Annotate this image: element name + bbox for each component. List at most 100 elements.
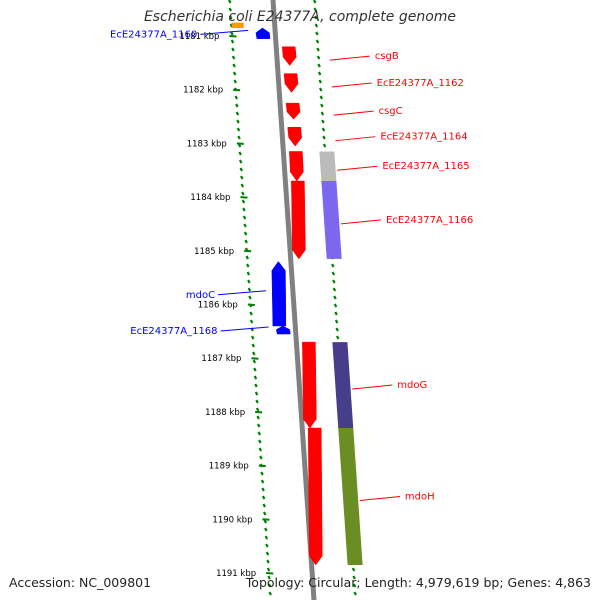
gc-tick	[258, 439, 262, 444]
grey-feature-bar	[319, 151, 337, 181]
gc-tick	[236, 127, 241, 132]
gc-tick	[332, 287, 337, 292]
gc-tick	[235, 111, 240, 116]
gc-tick	[256, 423, 261, 428]
gc-tick	[322, 135, 326, 140]
gc-tick	[255, 399, 259, 404]
gene-label-EcE24377A_1164[interactable]: EcE24377A_1164	[380, 132, 467, 143]
gene-arrow-csgB[interactable]	[281, 46, 297, 66]
gc-tick	[261, 487, 265, 492]
gene-arrow-csgC[interactable]	[285, 102, 301, 120]
gc-tick	[318, 79, 322, 84]
gc-tick	[261, 495, 266, 500]
gene-label-csgB[interactable]: csgB	[375, 51, 399, 62]
gc-tick	[254, 391, 259, 396]
gene-arrow-mdoC[interactable]	[271, 261, 287, 327]
purple-feature-bar	[321, 180, 342, 259]
scale-tick	[233, 88, 241, 92]
scale-tick	[255, 410, 263, 414]
gc-tick	[240, 175, 244, 180]
gene-label-EcE24377A_1162[interactable]: EcE24377A_1162	[377, 78, 464, 89]
gc-tick	[249, 311, 253, 316]
gc-tick	[332, 279, 336, 284]
callout-line	[218, 290, 267, 296]
gene-arrow-EcE24377A_1164[interactable]	[287, 127, 302, 147]
scale-tick	[247, 303, 255, 306]
gene-label-EcE24377A_1160[interactable]: EcE24377A_1160	[110, 29, 197, 40]
scale-label: 1189 kbp	[209, 462, 249, 472]
gc-tick	[251, 343, 255, 348]
gc-tick	[316, 55, 321, 60]
gc-tick	[335, 335, 340, 340]
scale-label: 1191 kbp	[216, 569, 256, 579]
gene-arrow-mdoG[interactable]	[302, 341, 317, 429]
gc-tick	[246, 263, 250, 268]
gc-tick	[266, 559, 270, 564]
gc-tick	[233, 79, 237, 84]
gc-tick	[335, 327, 339, 332]
scale-tick	[240, 196, 248, 199]
gene-arrow-EcE24377A_1166[interactable]	[291, 180, 306, 260]
gene-arrow-EcE24377A_1160[interactable]	[255, 27, 271, 39]
gene-arrow-EcE24377A_1168[interactable]	[275, 325, 291, 335]
gc-tick	[321, 119, 325, 124]
gc-tick	[240, 183, 245, 188]
gc-tick	[235, 103, 239, 108]
gc-tick	[316, 47, 320, 52]
map-title: Escherichia coli E24377A, complete genom…	[143, 9, 457, 25]
gene-arrow-EcE24377A_1165[interactable]	[289, 151, 304, 182]
gc-tick	[266, 567, 271, 572]
gc-tick	[313, 0, 317, 4]
gc-tick	[239, 167, 243, 172]
scale-label: 1183 kbp	[187, 139, 227, 149]
scale-tick	[244, 249, 252, 253]
gene-label-EcE24377A_1168[interactable]: EcE24377A_1168	[130, 326, 217, 337]
gc-tick	[267, 583, 272, 588]
gc-tick	[250, 335, 255, 340]
navy-feature-bar	[332, 342, 354, 429]
gc-tick	[322, 143, 327, 148]
gene-arrow-mdoH[interactable]	[307, 427, 323, 566]
scale-label: 1184 kbp	[190, 193, 230, 203]
gc-tick	[319, 95, 324, 100]
gc-tick	[238, 151, 242, 156]
scale-label: 1187 kbp	[201, 354, 241, 364]
gene-label-EcE24377A_1166[interactable]: EcE24377A_1166	[386, 215, 473, 226]
gc-tick	[334, 319, 339, 324]
gc-tick	[230, 39, 235, 44]
gene-arrow-EcE24377A_1162[interactable]	[283, 73, 299, 93]
gene-label-csgC[interactable]: csgC	[379, 106, 403, 117]
callout-line	[333, 110, 374, 116]
gene-label-mdoH[interactable]: mdoH	[405, 491, 435, 502]
gc-tick	[247, 287, 252, 292]
gene-label-EcE24377A_1165[interactable]: EcE24377A_1165	[382, 161, 469, 172]
callout-line	[200, 29, 249, 35]
gc-tick	[253, 367, 257, 372]
gc-tick	[317, 63, 321, 68]
scale-label: 1181 kbp	[179, 32, 219, 42]
gc-tick	[263, 511, 267, 516]
accession-label: Accession: NC_009801	[9, 575, 152, 590]
callout-line	[220, 326, 269, 332]
gc-tick	[333, 303, 338, 308]
gc-tick	[231, 47, 235, 52]
gc-tick	[265, 543, 269, 548]
scale-tick	[251, 357, 259, 360]
scale-tick	[229, 35, 237, 38]
gc-tick	[331, 271, 336, 276]
gene-label-mdoC[interactable]: mdoC	[186, 290, 215, 301]
gc-tick	[230, 31, 234, 36]
scale-label: 1190 kbp	[212, 515, 252, 525]
scale-tick	[236, 142, 244, 145]
gc-tick	[236, 119, 240, 124]
gc-tick	[252, 359, 257, 364]
gc-tick	[267, 575, 271, 580]
genome-backbone	[270, 0, 317, 600]
callout-line	[331, 82, 372, 88]
gc-tick	[352, 575, 356, 580]
gc-tick	[321, 127, 326, 132]
gc-tick	[249, 319, 254, 324]
gc-tick	[241, 191, 245, 196]
gene-label-mdoG[interactable]: mdoG	[397, 380, 427, 391]
